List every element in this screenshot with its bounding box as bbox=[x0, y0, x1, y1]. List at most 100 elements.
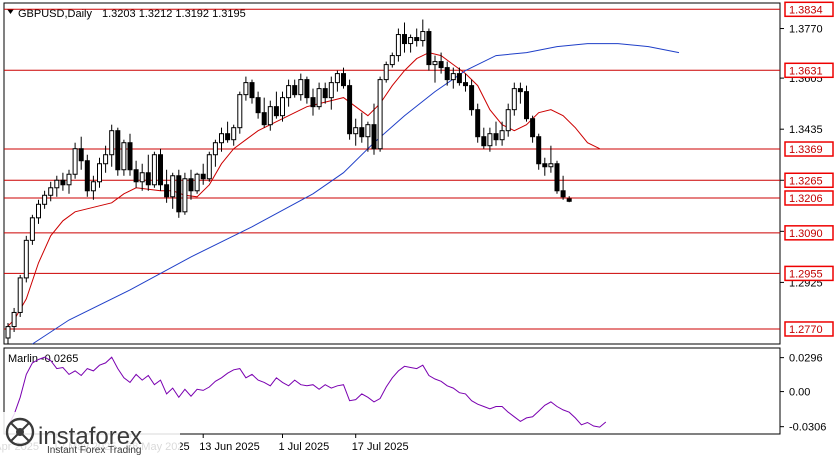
candle-body bbox=[566, 198, 572, 202]
candle-body bbox=[206, 154, 212, 180]
candle-body bbox=[542, 163, 548, 168]
candle-14 bbox=[90, 175, 96, 200]
candle-34 bbox=[212, 139, 218, 167]
candle-9 bbox=[60, 172, 66, 191]
candle-88 bbox=[542, 157, 548, 176]
candle-body bbox=[5, 326, 11, 339]
date-tick-label: 17 Jul 2025 bbox=[352, 441, 409, 453]
candle-50 bbox=[310, 88, 316, 116]
candle-54 bbox=[334, 70, 340, 92]
candle-46 bbox=[286, 79, 292, 107]
candle-87 bbox=[536, 133, 542, 170]
ma-fast-line bbox=[7, 52, 600, 327]
candle-15 bbox=[97, 157, 102, 188]
candle-80 bbox=[493, 121, 499, 146]
level-badge-box bbox=[784, 265, 834, 282]
candle-41 bbox=[255, 91, 261, 119]
level-badge-box bbox=[784, 225, 834, 241]
candle-body bbox=[212, 142, 218, 156]
moving-averages bbox=[7, 43, 680, 345]
candle-30 bbox=[188, 169, 194, 200]
candle-body bbox=[432, 61, 438, 66]
level-badge-box bbox=[784, 1, 834, 18]
candle-72 bbox=[444, 61, 450, 86]
candle-body bbox=[237, 94, 243, 129]
candle-body bbox=[511, 88, 517, 111]
candle-27 bbox=[170, 172, 176, 209]
candle-4 bbox=[29, 214, 35, 245]
candle-body bbox=[261, 112, 267, 126]
candle-body bbox=[48, 187, 54, 196]
candle-body bbox=[334, 73, 340, 84]
candle-83 bbox=[511, 82, 517, 116]
level-badge-box bbox=[784, 172, 834, 189]
candle-body bbox=[109, 130, 115, 156]
candle-body bbox=[426, 31, 432, 66]
candle-81 bbox=[499, 121, 505, 146]
level-badge-label: 1.2770 bbox=[789, 324, 823, 336]
candle-33 bbox=[206, 151, 212, 182]
candle-44 bbox=[273, 91, 279, 119]
candle-body bbox=[267, 106, 273, 126]
candle-body bbox=[469, 85, 475, 111]
candle-47 bbox=[292, 79, 298, 98]
candle-body bbox=[158, 154, 163, 186]
oscillator-series bbox=[7, 356, 607, 428]
candle-body bbox=[17, 277, 23, 313]
candle-body bbox=[121, 142, 127, 171]
candle-57 bbox=[353, 118, 359, 146]
candle-26 bbox=[164, 169, 170, 203]
candle-body bbox=[322, 88, 328, 99]
candle-body bbox=[151, 154, 157, 186]
candle-65 bbox=[402, 22, 407, 53]
osc-tick-label: -0.0306 bbox=[789, 422, 826, 434]
candle-body bbox=[243, 82, 249, 96]
candle-body bbox=[505, 109, 511, 132]
level-badge-label: 1.3265 bbox=[789, 175, 823, 187]
candle-body bbox=[304, 79, 310, 99]
logo-wordmark: instaforex bbox=[38, 423, 142, 450]
candle-67 bbox=[414, 28, 420, 47]
candle-51 bbox=[316, 82, 322, 110]
candle-62 bbox=[383, 61, 389, 83]
candle-68 bbox=[420, 19, 426, 47]
candle-31 bbox=[194, 172, 200, 194]
candle-body bbox=[219, 133, 224, 144]
candle-49 bbox=[304, 76, 310, 104]
candle-body bbox=[29, 217, 35, 241]
candle-28 bbox=[176, 169, 182, 218]
candle-1 bbox=[11, 307, 17, 332]
candle-90 bbox=[554, 160, 560, 194]
candle-77 bbox=[475, 103, 481, 143]
candle-17 bbox=[109, 124, 115, 167]
candle-70 bbox=[432, 55, 438, 83]
candlestick-series bbox=[5, 19, 572, 344]
candle-body bbox=[103, 154, 109, 165]
candle-36 bbox=[225, 121, 231, 143]
collapse-triangle-icon[interactable] bbox=[7, 9, 14, 14]
candle-body bbox=[560, 190, 566, 198]
candle-body bbox=[328, 82, 334, 99]
candle-11 bbox=[72, 142, 78, 179]
candle-body bbox=[450, 73, 456, 81]
candle-23 bbox=[145, 154, 151, 191]
candle-body bbox=[182, 178, 188, 213]
candle-body bbox=[164, 184, 170, 198]
candle-76 bbox=[469, 79, 475, 116]
candle-13 bbox=[84, 154, 90, 197]
candle-38 bbox=[237, 91, 243, 134]
price-tick-label: 1.3435 bbox=[789, 124, 823, 136]
candle-body bbox=[341, 73, 346, 87]
candle-body bbox=[536, 136, 542, 165]
oscillator-label: Marlin -0.0265 bbox=[8, 353, 78, 365]
candle-body bbox=[548, 163, 554, 168]
candle-body bbox=[481, 136, 487, 147]
level-badge-label: 1.3369 bbox=[789, 144, 823, 156]
candle-35 bbox=[219, 127, 224, 152]
candle-58 bbox=[359, 112, 365, 143]
candle-body bbox=[310, 97, 316, 108]
candle-56 bbox=[347, 79, 353, 140]
instaforex-logo: instaforex Instant Forex Trading bbox=[0, 412, 180, 458]
level-badge-box bbox=[784, 190, 834, 206]
candle-10 bbox=[66, 169, 72, 194]
